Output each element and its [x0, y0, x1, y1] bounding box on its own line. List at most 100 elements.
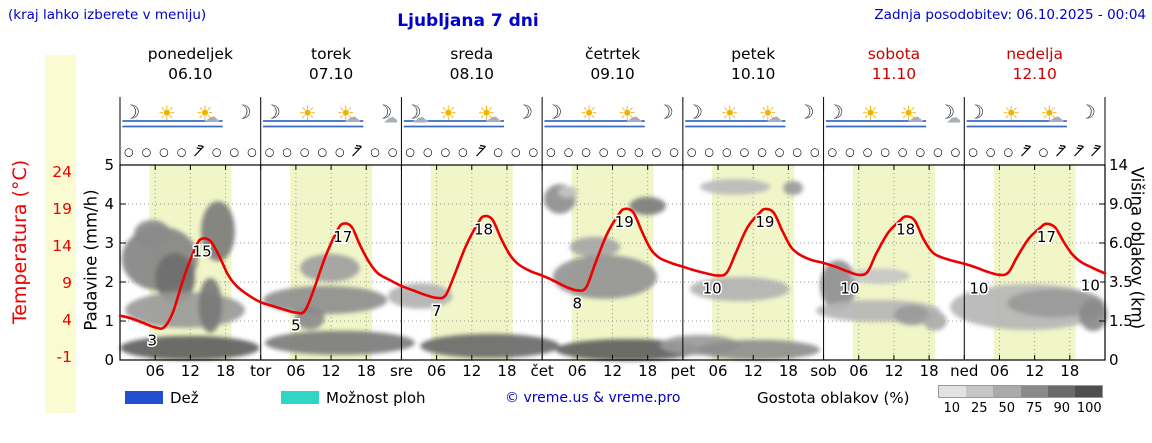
temp-tick: 9 — [62, 274, 72, 292]
credit-link[interactable]: © vreme.us & vreme.pro — [505, 390, 681, 406]
cloud-shape — [923, 311, 947, 331]
calm-wind-icon: ○ — [247, 145, 257, 159]
temp-tick: -1 — [56, 348, 72, 366]
calm-wind-icon: ○ — [862, 145, 873, 159]
cloud-shape — [1079, 299, 1108, 332]
calm-wind-icon: ○ — [159, 145, 169, 159]
density-value: 10 — [943, 401, 961, 416]
cloud-shape — [264, 330, 415, 355]
x-tick-18: 18 — [919, 362, 939, 380]
day-date-5: 10.10 — [731, 65, 776, 83]
calm-wind-icon: ○ — [968, 145, 978, 159]
sun-cloud-icon: ☀ ☁ — [477, 101, 501, 126]
calm-wind-icon: ○ — [563, 145, 574, 159]
cloud-height-tick: 6.0 — [1109, 234, 1133, 252]
wind-barb-icon — [1018, 144, 1033, 161]
density-step-10 — [939, 386, 967, 397]
x-tick-sre: sre — [389, 362, 413, 380]
cloud-shape — [155, 253, 196, 304]
cloud-shape — [629, 196, 666, 215]
moon-icon: ☽ — [797, 101, 815, 124]
rain-legend-label: Dež — [170, 389, 199, 407]
daylight-band — [430, 165, 513, 360]
calm-wind-icon: ○ — [1038, 145, 1049, 159]
moon-icon: ☽ — [263, 101, 281, 124]
calm-wind-icon: ○ — [211, 145, 222, 159]
density-step-25 — [966, 386, 994, 397]
x-tick-06: 06 — [567, 362, 587, 380]
cloud-shape — [783, 180, 804, 196]
temp-value-label: 7 — [432, 302, 442, 320]
x-tick-12: 12 — [884, 362, 904, 380]
cloud-shape — [695, 339, 821, 360]
showers-legend-swatch — [281, 391, 319, 404]
moon-icon: ☽ — [686, 101, 704, 124]
precip-tick: 5 — [104, 156, 114, 174]
cloud-height-tick: 1.5 — [1109, 312, 1133, 330]
calm-wind-icon: ○ — [387, 145, 398, 159]
day-name-1: ponedeljek — [147, 45, 233, 63]
calm-wind-icon: ○ — [809, 145, 820, 159]
temp-value-label: 10 — [969, 280, 988, 298]
last-update: Zadnja posodobitev: 06.10.2025 - 00:04 — [874, 7, 1146, 23]
density-value: 90 — [1053, 401, 1071, 416]
temp-value-label: 17 — [1037, 228, 1056, 246]
sun-fog-icon: ☀ — [720, 101, 739, 125]
cloud-shape — [569, 236, 621, 258]
calm-wind-icon: ○ — [493, 145, 503, 159]
cloud-shape — [119, 335, 260, 360]
temp-value-label: 3 — [147, 331, 157, 349]
calm-wind-icon: ○ — [546, 145, 556, 159]
sun-fog-icon: ☀ — [1002, 101, 1021, 125]
x-tick-pet: pet — [670, 362, 696, 380]
calm-wind-icon: ○ — [510, 145, 521, 159]
page-title: Ljubljana 7 dni — [397, 11, 539, 31]
wind-barb-icon — [473, 144, 488, 161]
calm-wind-icon: ○ — [598, 145, 609, 159]
calm-wind-icon: ○ — [757, 145, 767, 159]
calm-wind-icon: ○ — [634, 145, 644, 159]
calm-wind-icon: ○ — [299, 145, 310, 159]
temp-tick: 24 — [52, 163, 72, 181]
day-date-4: 09.10 — [590, 65, 635, 83]
x-tick-12: 12 — [602, 362, 623, 380]
density-value: 100 — [1076, 401, 1102, 416]
showers-legend-label: Možnost ploh — [326, 389, 426, 407]
precip-tick: 1 — [104, 312, 114, 330]
precip-tick: 0 — [104, 351, 114, 369]
cloud-height-tick: 3.5 — [1109, 273, 1133, 291]
calm-wind-icon: ○ — [528, 145, 539, 159]
day-name-5: petek — [731, 45, 776, 63]
wind-barb-icon — [1071, 144, 1086, 161]
cloud-shape — [263, 285, 388, 314]
sun-cloud-icon: ☀ ☁ — [758, 101, 782, 126]
moon-icon: ☽ — [545, 101, 563, 124]
day-date-2: 07.10 — [308, 65, 354, 83]
wind-barb-icon — [1054, 144, 1069, 161]
calm-wind-icon: ○ — [123, 145, 134, 159]
x-tick-12: 12 — [462, 362, 482, 380]
moon-icon: ☽ — [123, 101, 141, 124]
x-tick-06: 06 — [427, 362, 447, 380]
wind-barb-icon — [1089, 144, 1104, 161]
x-tick-06: 06 — [989, 362, 1009, 380]
cloud-shape — [552, 255, 658, 299]
moon-icon: ☽ — [967, 101, 985, 124]
day-date-7: 12.10 — [1012, 65, 1057, 83]
calm-wind-icon: ○ — [827, 145, 838, 159]
temperature-axis-strip — [45, 55, 76, 413]
x-tick-12: 12 — [321, 362, 341, 380]
x-tick-čet: čet — [530, 362, 554, 380]
calm-wind-icon: ○ — [440, 145, 451, 159]
sun-cloud-icon: ☀ ☁ — [618, 101, 642, 126]
daylight-band — [993, 165, 1076, 360]
calm-wind-icon: ○ — [423, 145, 433, 159]
calm-wind-icon: ○ — [774, 145, 785, 159]
cloud-moon-icon: ☽ ☁ — [404, 101, 428, 127]
calm-wind-icon: ○ — [229, 145, 240, 159]
cloud-height-tick: 9.0 — [1109, 195, 1133, 213]
precip-tick: 2 — [104, 273, 114, 291]
x-tick-12: 12 — [743, 362, 763, 380]
calm-wind-icon: ○ — [458, 145, 468, 159]
